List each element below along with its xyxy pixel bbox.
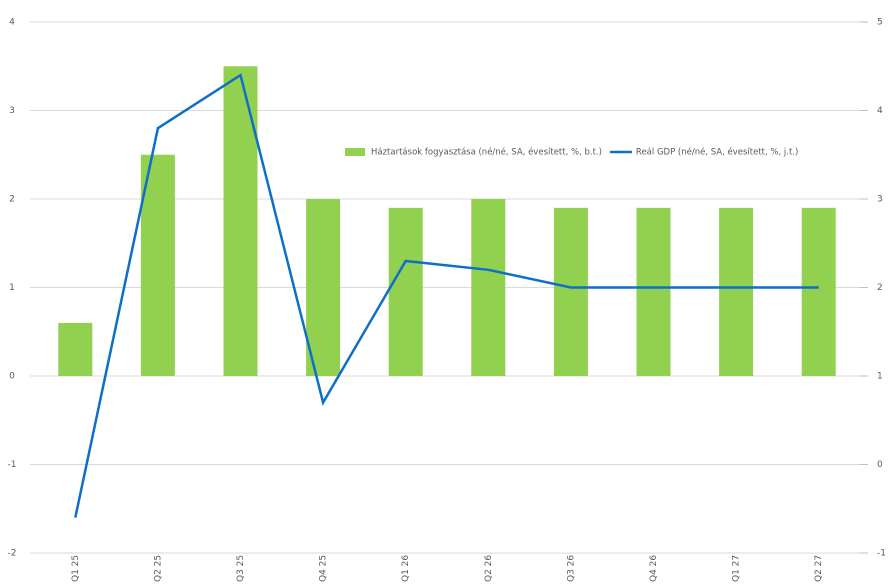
x-tick-label: Q1 26 xyxy=(401,555,411,582)
x-tick-label: Q1 27 xyxy=(732,555,742,582)
y-tick-label: 1 xyxy=(9,283,15,293)
x-tick-label: Q4 25 xyxy=(319,555,329,582)
y-tick-label: 2 xyxy=(9,195,15,205)
line xyxy=(74,73,819,518)
bar xyxy=(719,207,754,376)
x-tick-label: Q4 26 xyxy=(649,555,659,582)
bar xyxy=(471,199,506,376)
y-tick-label: 3 xyxy=(9,106,15,116)
x-tick-label: Q3 25 xyxy=(236,555,246,582)
bar xyxy=(553,207,588,376)
y2-tick-label: 4 xyxy=(877,106,883,116)
legend-swatch xyxy=(345,148,365,156)
x-tick-label: Q2 27 xyxy=(814,555,824,582)
x-tick-label: Q2 25 xyxy=(153,555,163,582)
bar xyxy=(801,207,836,376)
y2-tick-label: 5 xyxy=(877,18,883,28)
y-tick-label: -1 xyxy=(8,460,17,470)
y-tick-label: -2 xyxy=(8,549,17,559)
bar xyxy=(306,199,341,376)
y2-tick-label: 3 xyxy=(877,195,883,205)
legend-label: Háztartások fogyasztása (né/né, SA, éves… xyxy=(371,147,602,158)
x-tick-label: Q1 25 xyxy=(71,555,81,582)
legend-label: Reál GDP (né/né, SA, évesített, %, j.t.) xyxy=(636,147,798,158)
bar xyxy=(223,66,258,376)
y2-tick-label: 2 xyxy=(877,283,883,293)
y-tick-label: 4 xyxy=(9,18,15,28)
y-tick-label: 0 xyxy=(9,372,15,382)
bar xyxy=(140,154,175,376)
bar xyxy=(58,322,93,376)
x-tick-label: Q3 26 xyxy=(566,555,576,582)
y2-tick-label: 1 xyxy=(877,372,883,382)
y2-tick-label: 0 xyxy=(877,460,883,470)
y2-tick-label: -1 xyxy=(877,549,886,559)
legend: Háztartások fogyasztása (né/né, SA, éves… xyxy=(345,147,798,158)
bar xyxy=(636,207,671,376)
bar xyxy=(388,207,423,376)
x-tick-label: Q2 26 xyxy=(484,555,494,582)
